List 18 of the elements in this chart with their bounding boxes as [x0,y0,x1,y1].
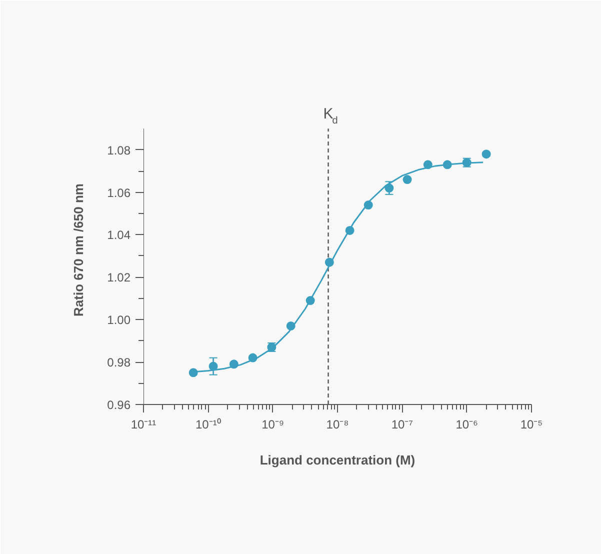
y-tick-label: 0.98 [107,356,131,370]
y-tick-label: 1.02 [107,270,131,285]
y-tick-label: 1.06 [107,186,131,200]
x-tick-label: 10⁻⁵ [520,418,543,432]
x-tick-label: 10⁻⁹ [262,418,284,432]
x-axis-title: Ligand concentration (M) [260,452,416,468]
x-tick-label: 10⁻⁶ [456,418,478,432]
y-tick-label: 1.04 [107,228,131,242]
point [402,175,412,184]
y-axis-title: Ratio 670 nm /650 nm [71,184,86,316]
point [482,150,491,159]
y-tick-label: 1.08 [107,143,131,158]
x-tick-label: 10⁻⁷ [391,418,414,432]
x-tick-label: 10⁻¹¹ [130,418,156,432]
x-tick-label: 10⁻⁸ [326,418,349,432]
x-tick-label: 10⁻¹⁰ [195,418,221,432]
y-tick-label: 0.96 [107,398,131,412]
y-tick-label: 1.00 [107,313,131,328]
